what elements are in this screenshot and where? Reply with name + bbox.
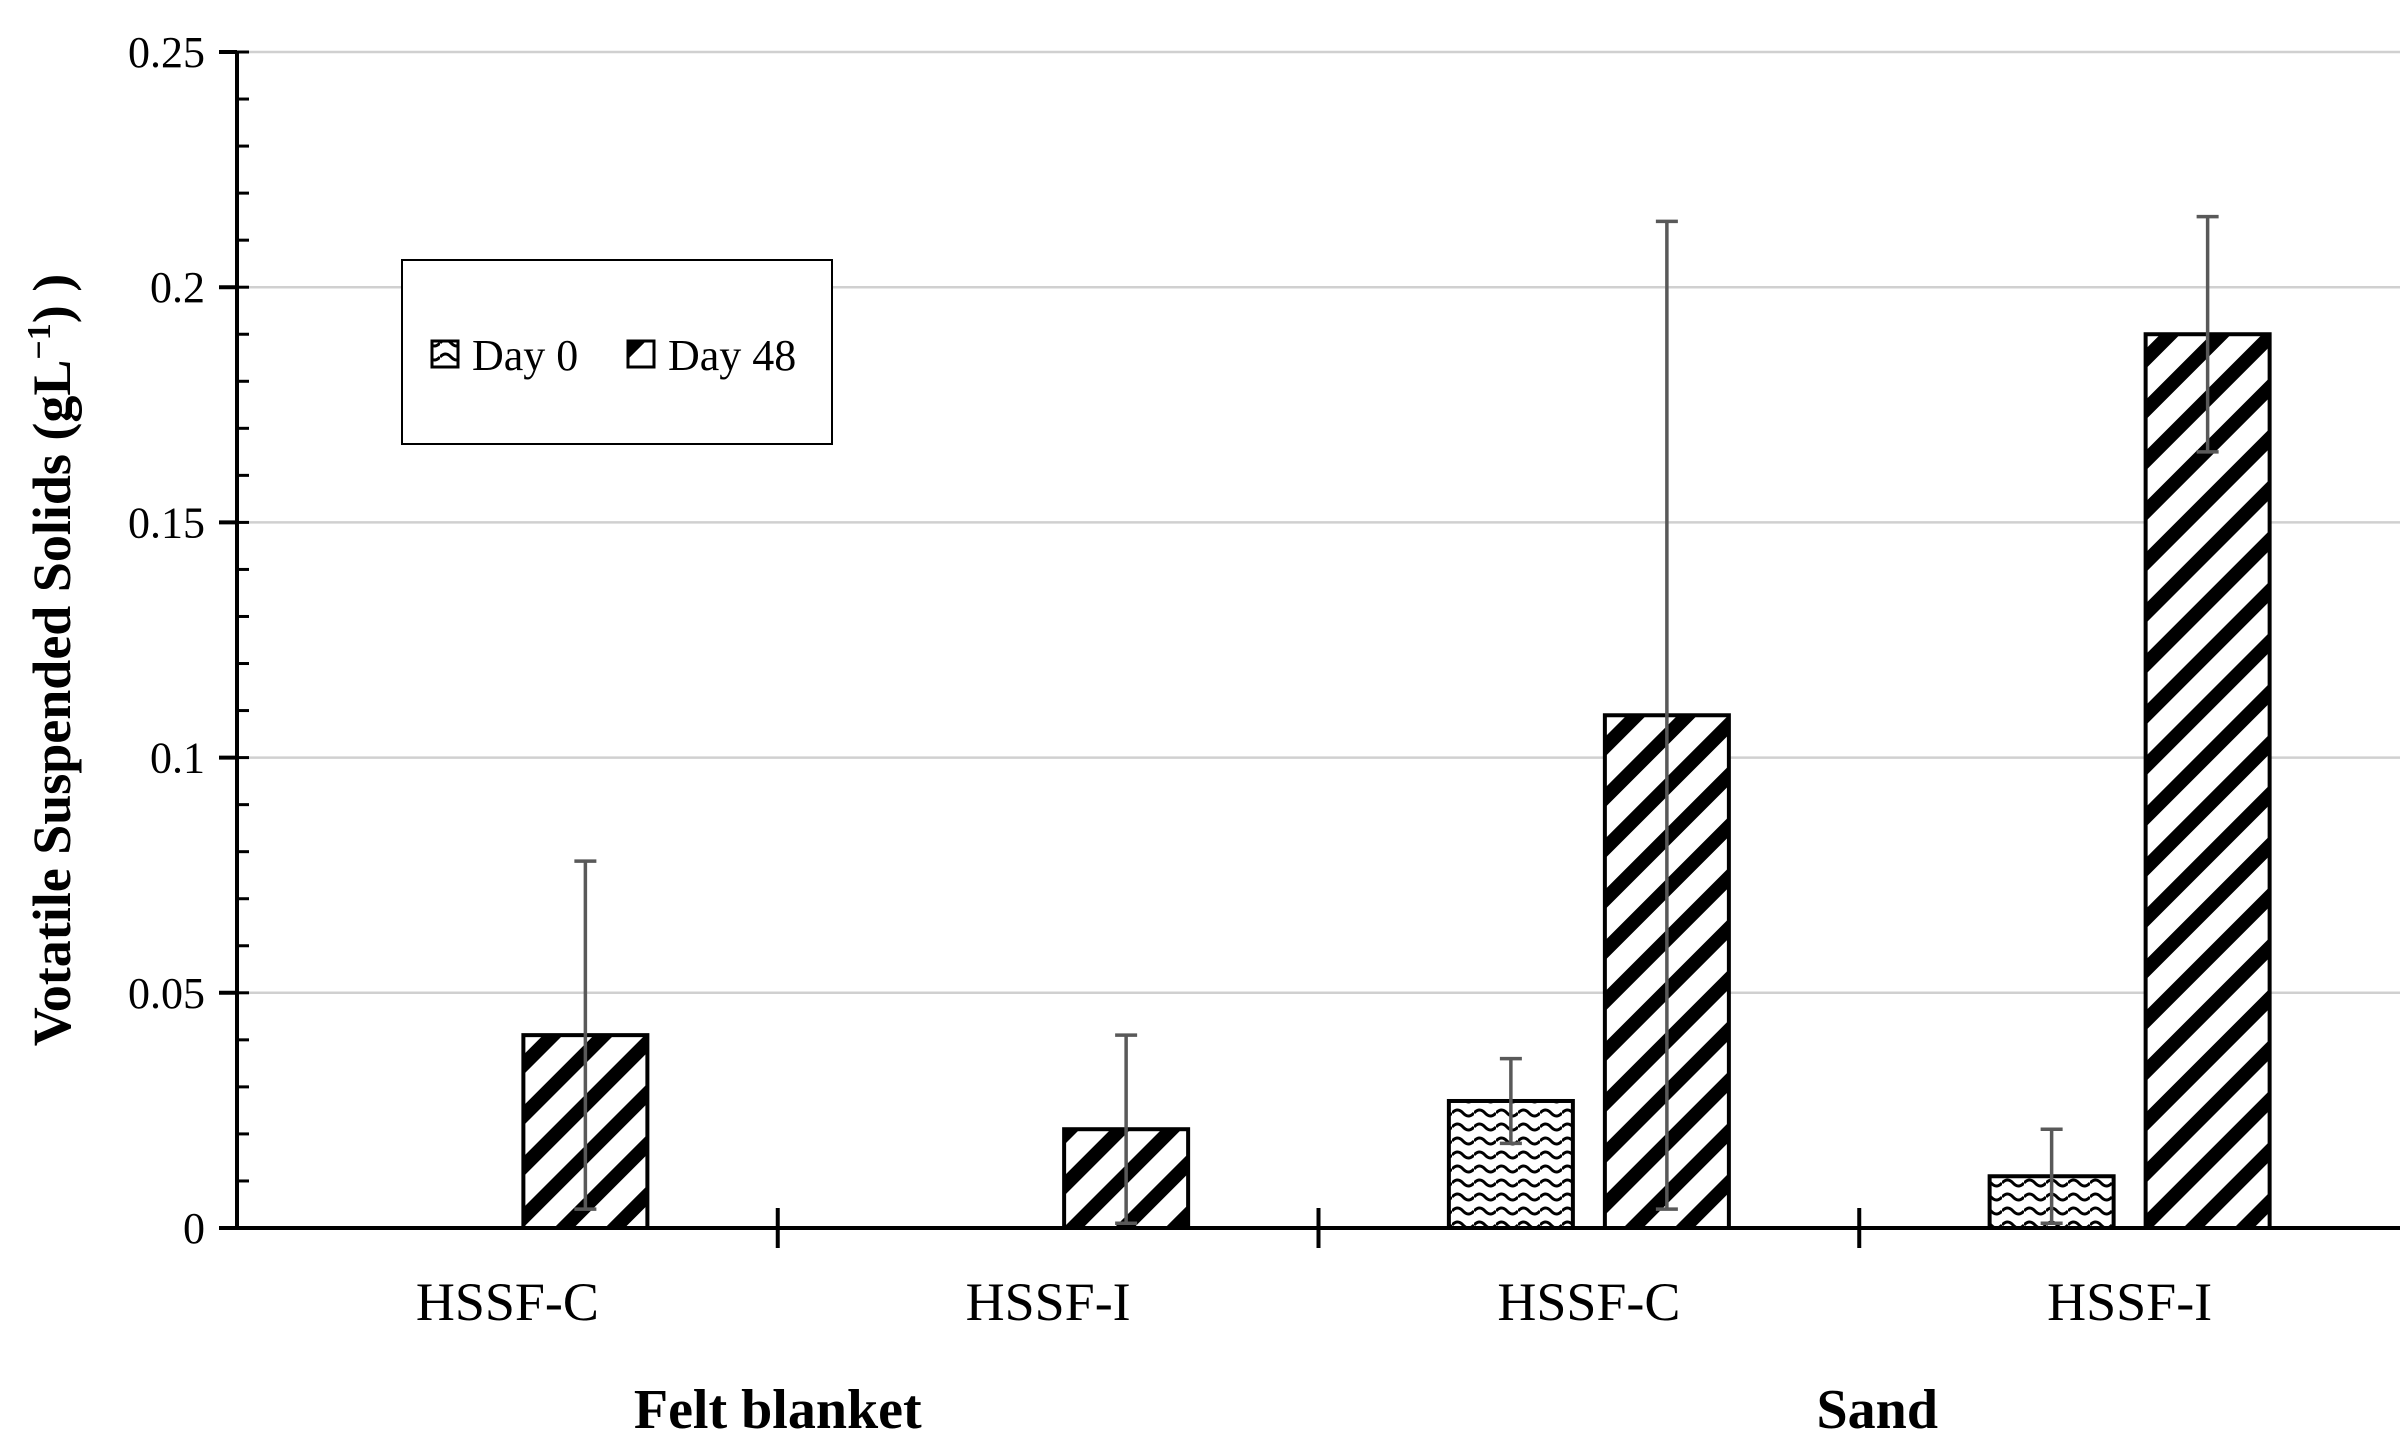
- legend-label-1: Day 48: [668, 331, 796, 380]
- y-tick-label-2: 0.1: [150, 734, 205, 783]
- x-category-label-1: HSSF-I: [966, 1272, 1131, 1332]
- error-bar-day-48-3: [2196, 214, 2219, 454]
- error-bar-day-48-1: [1115, 1033, 1138, 1226]
- group-label-0: Felt blanket: [634, 1379, 922, 1440]
- error-bar-day-48-0: [574, 859, 597, 1211]
- error-bar-day-0-3: [2040, 1127, 2063, 1226]
- y-tick-label-0: 0: [183, 1204, 205, 1253]
- gridlines: [237, 50, 2400, 995]
- axes: [219, 50, 2400, 1248]
- error-bar-day-48-2: [1655, 219, 1678, 1211]
- y-tick-label-4: 0.2: [150, 263, 205, 312]
- group-label-1: Sand: [1817, 1379, 1938, 1440]
- y-tick-label-3: 0.15: [128, 498, 205, 547]
- bars: [521, 332, 2272, 1230]
- x-category-label-0: HSSF-C: [416, 1272, 599, 1332]
- legend-item-day-0: Day 0: [430, 331, 578, 380]
- legend-swatch-0: [430, 339, 460, 369]
- bar-day-48-3: [2143, 332, 2272, 1230]
- y-tick-label-5: 0.25: [128, 28, 205, 77]
- x-category-label-2: HSSF-C: [1497, 1272, 1680, 1332]
- legend-box: [401, 259, 833, 445]
- legend-item-day-48: Day 48: [626, 331, 796, 380]
- legend-swatch-1: [626, 339, 656, 369]
- labels: 0 0.05 0.1 0.15 0.2 0.25 HSSF-C HSSF-I HSSF-C HSS…: [21, 28, 2212, 1440]
- error-bar-day-0-2: [1499, 1056, 1522, 1146]
- y-tick-label-1: 0.05: [128, 969, 205, 1018]
- legend: Day 0 Day 48: [401, 259, 833, 445]
- y-axis-title: Votatile Suspended Solids (gL−1) ): [21, 274, 82, 1047]
- legend-label-0: Day 0: [472, 331, 578, 380]
- x-category-label-3: HSSF-I: [2047, 1272, 2212, 1332]
- error-bars: [574, 214, 2219, 1226]
